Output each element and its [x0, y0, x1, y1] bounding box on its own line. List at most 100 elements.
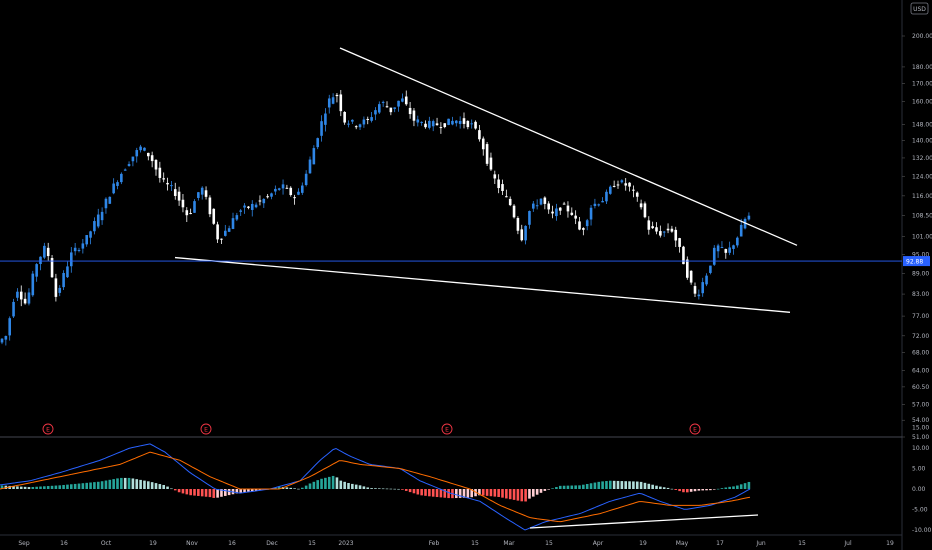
- time-tick-label: 15: [471, 540, 479, 547]
- time-tick-label: Dec: [266, 540, 278, 547]
- earnings-marker-label: E: [693, 427, 697, 434]
- macd-line: [0, 443, 751, 531]
- candle-body: [505, 196, 508, 198]
- trendlines: [174, 47, 798, 313]
- candle-body: [555, 208, 558, 217]
- candle-body: [408, 107, 412, 115]
- macd-histogram-bar: [705, 489, 708, 491]
- macd-histogram-bar: [23, 486, 27, 489]
- macd-histogram-bar: [358, 485, 362, 489]
- macd-histogram-bar: [250, 489, 254, 492]
- macd-histogram-bar: [566, 485, 570, 489]
- macd-histogram-bar: [528, 489, 531, 499]
- macd-histogram-bar: [54, 485, 58, 489]
- earnings-marker: [689, 423, 701, 435]
- macd-histogram-bar: [485, 489, 489, 496]
- macd-histogram-bar: [439, 489, 443, 498]
- candle-body: [374, 110, 377, 115]
- time-tick-label: Jul: [843, 540, 852, 547]
- candle-body: [478, 130, 481, 140]
- macd-histogram-bar: [327, 476, 331, 489]
- macd-histogram-bar: [35, 486, 38, 489]
- candle-body: [116, 182, 119, 186]
- price-tick-label: 60.50: [912, 384, 929, 391]
- macd-histogram-bar: [351, 483, 354, 489]
- macd-histogram-bar: [662, 487, 666, 489]
- candle-body: [558, 207, 562, 211]
- candle-body: [327, 98, 331, 108]
- candle-body: [508, 198, 512, 206]
- candle-body: [85, 235, 88, 245]
- macd-histogram-bar: [347, 483, 350, 489]
- currency-badge-frame[interactable]: [910, 2, 929, 15]
- candle-body: [81, 243, 85, 249]
- macd-histogram-bar: [385, 488, 389, 490]
- candle-body: [227, 228, 231, 232]
- macd-histogram-bar: [520, 489, 524, 502]
- candle-body: [166, 182, 169, 185]
- candle-body: [547, 203, 550, 210]
- earnings-marker: [441, 423, 453, 435]
- macd-histogram-bar: [647, 483, 651, 489]
- last-price-label: 92.88: [906, 259, 923, 266]
- candle-body: [501, 184, 504, 192]
- candle-body: [562, 203, 566, 205]
- candle-body: [481, 138, 485, 150]
- candle-body: [397, 100, 400, 107]
- macd-histogram-bar: [597, 481, 601, 489]
- macd-histogram-bar: [16, 486, 19, 489]
- price-tick-label: 101.00: [912, 233, 932, 240]
- macd-tick-label: -5.00: [912, 507, 928, 514]
- macd-histogram-bar: [381, 488, 385, 490]
- macd-histogram-bar: [316, 480, 319, 489]
- candle-body: [208, 197, 212, 215]
- candle-body: [262, 198, 266, 204]
- candle-body: [381, 101, 385, 103]
- macd-histogram-bar: [401, 489, 404, 490]
- candle-body: [697, 294, 701, 297]
- candle-body: [70, 252, 73, 267]
- candle-body: [674, 229, 678, 241]
- candle-body: [424, 123, 427, 128]
- candle-body: [709, 265, 712, 273]
- macd-histogram-bar: [578, 485, 581, 489]
- macd-histogram-bar: [227, 489, 231, 496]
- candle-body: [289, 187, 293, 195]
- macd-histogram-bar: [389, 488, 393, 490]
- price-tick-label: 124.00: [912, 173, 932, 180]
- candle-body: [624, 183, 627, 186]
- price-tick-label: 68.00: [912, 350, 929, 357]
- macd-histogram-bar: [716, 488, 720, 490]
- macd-pane: [0, 443, 759, 531]
- price-tick-label: 160.00: [912, 98, 932, 105]
- candle-body: [609, 186, 612, 194]
- macd-histogram-bar: [435, 489, 439, 498]
- price-tick-label: 140.00: [912, 138, 932, 145]
- currency-badge[interactable]: USD: [913, 6, 926, 13]
- macd-histogram-bar: [601, 481, 604, 489]
- candle-body: [532, 203, 535, 209]
- macd-histogram-bar: [651, 484, 654, 489]
- macd-histogram-bar: [712, 489, 716, 490]
- candle-body: [389, 107, 393, 113]
- candle-body: [224, 230, 227, 236]
- macd-histogram-bar: [393, 488, 396, 490]
- candle-body: [462, 118, 466, 124]
- candle-body: [297, 191, 300, 195]
- candle-body: [362, 119, 366, 125]
- candle-body: [285, 187, 289, 189]
- candle-body: [0, 338, 4, 343]
- macd-histogram-bar: [428, 489, 431, 497]
- time-tick-label: 16: [60, 540, 68, 547]
- candle-body: [693, 286, 697, 294]
- macd-histogram-bar: [147, 481, 150, 489]
- macd-histogram-bar: [693, 489, 697, 492]
- macd-histogram-bar: [216, 489, 219, 498]
- candle-body: [451, 120, 454, 125]
- candle-body: [108, 196, 112, 204]
- macd-histogram-bar: [189, 489, 192, 496]
- candle-body: [135, 150, 139, 157]
- candle-body: [401, 98, 404, 102]
- candle-body: [385, 106, 389, 108]
- macd-histogram-bar: [31, 486, 35, 489]
